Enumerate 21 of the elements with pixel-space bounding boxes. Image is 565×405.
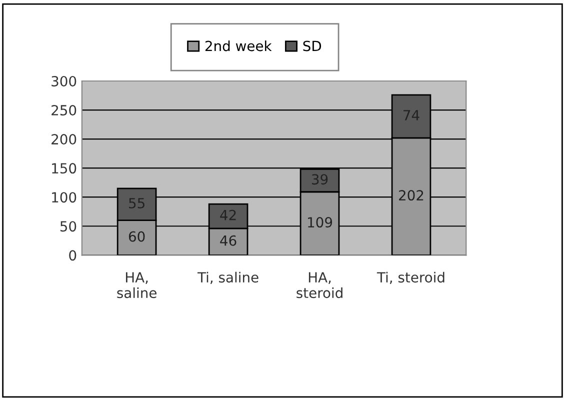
y-tick-label: 50 bbox=[60, 221, 76, 232]
data-label: 202 bbox=[399, 190, 424, 201]
x-tick-label: Ti, saline bbox=[197, 272, 258, 284]
x-tick-label: HA, steroid bbox=[296, 272, 342, 298]
legend-label: SD bbox=[303, 40, 322, 52]
legend-label: 2nd week bbox=[205, 40, 272, 52]
x-tick-label: HA, saline bbox=[117, 272, 156, 298]
y-tick-label: 0 bbox=[69, 250, 76, 261]
y-tick-label: 150 bbox=[52, 163, 76, 174]
y-tick-label: 300 bbox=[52, 76, 76, 86]
data-label: 42 bbox=[220, 210, 236, 220]
data-label: 109 bbox=[308, 217, 332, 228]
data-label: 39 bbox=[312, 174, 328, 185]
x-tick-label: Ti, steroid bbox=[376, 272, 444, 284]
data-label: 55 bbox=[129, 198, 144, 208]
data-label: 60 bbox=[128, 231, 145, 242]
data-label: 46 bbox=[220, 235, 236, 246]
y-tick-label: 200 bbox=[52, 134, 76, 145]
y-tick-label: 250 bbox=[52, 104, 76, 116]
data-label: 74 bbox=[404, 110, 420, 120]
y-tick-label: 100 bbox=[52, 192, 76, 203]
